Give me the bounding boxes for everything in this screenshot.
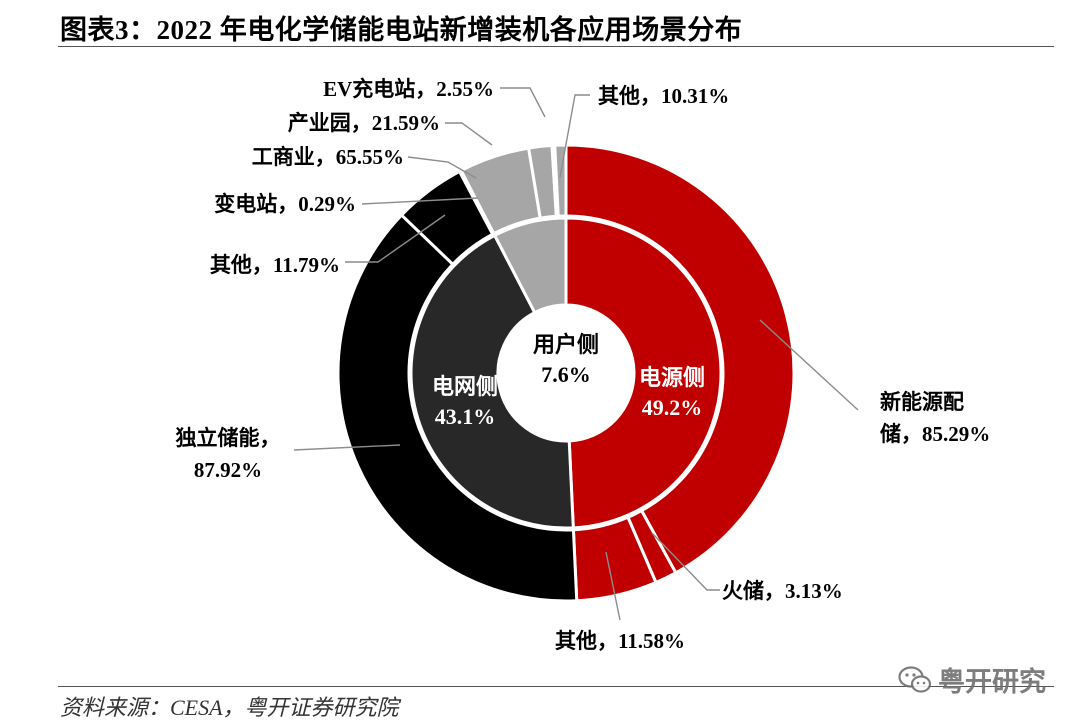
watermark: 粤开研究: [898, 660, 1046, 699]
source-note: 资料来源：CESA，粤开证券研究院: [60, 695, 399, 720]
outer-slice-source-side-0: [564, 143, 796, 575]
wechat-icon: [898, 665, 932, 693]
inner-label-source-side-name: 电源侧: [639, 365, 705, 390]
outer-label-1: 火储，3.13%: [722, 579, 843, 603]
leader-line-8: [500, 87, 546, 118]
outer-slice-grid-side-0: [336, 212, 579, 603]
inner-slice-source-side: [564, 216, 723, 530]
outer-label-2: 其他，11.58%: [555, 629, 685, 653]
outer-label-7: 产业园，21.59%: [288, 111, 440, 135]
inner-slice-grid-side: [409, 233, 575, 530]
leader-line-9: [559, 94, 590, 178]
outer-label-4: 其他，11.79%: [210, 253, 340, 277]
title-rule: [58, 46, 1054, 47]
leader-line-5: [361, 197, 479, 205]
inner-label-user-side-name: 用户侧: [533, 332, 599, 357]
outer-label-3-line2: 87.92%: [194, 458, 262, 482]
outer-label-5: 变电站，0.29%: [214, 192, 356, 216]
inner-slice-user-side: [492, 216, 568, 315]
leader-line-0: [759, 319, 859, 411]
leader-line-7: [445, 122, 493, 146]
outer-label-6: 工商业，65.55%: [252, 145, 404, 169]
leader-line-2: [605, 551, 621, 621]
leader-line-1: [651, 532, 720, 591]
inner-label-grid-side-value: 43.1%: [435, 404, 496, 429]
outer-label-8: EV充电站，2.55%: [323, 77, 494, 101]
outer-label-0-line2: 储，85.29%: [880, 422, 990, 446]
watermark-text: 粤开研究: [938, 667, 1046, 697]
inner-label-user-side-value: 7.6%: [541, 362, 591, 387]
inner-label-grid-side-name: 电网侧: [432, 374, 498, 399]
source-rule: [58, 686, 1054, 687]
inner-label-source-side-value: 49.2%: [642, 395, 703, 420]
outer-label-3-line1: 独立储能，: [176, 426, 281, 450]
outer-label-9: 其他，10.31%: [598, 84, 729, 108]
leader-line-4: [345, 214, 446, 263]
leader-line-6: [407, 156, 477, 179]
leader-line-3: [293, 444, 401, 451]
chart-title: 图表3：2022 年电化学储能电站新增装机各应用场景分布: [60, 15, 743, 45]
outer-label-0-line1: 新能源配: [880, 390, 964, 414]
